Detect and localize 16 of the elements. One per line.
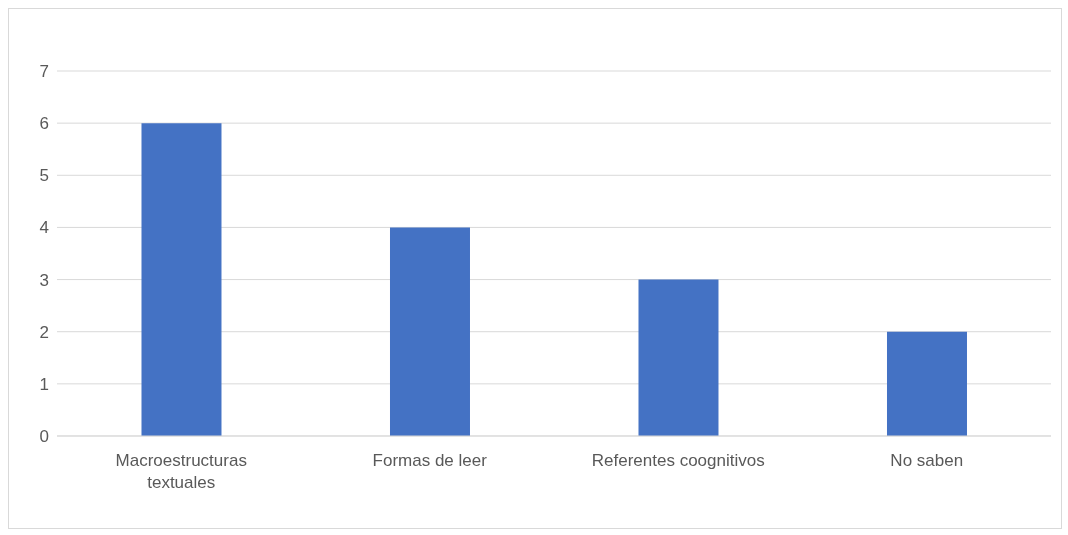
x-tick-label: Formas de leer — [372, 451, 488, 470]
bar — [141, 123, 222, 436]
y-tick-label: 7 — [39, 62, 49, 82]
bar — [638, 279, 719, 436]
y-tick-label: 4 — [39, 218, 49, 238]
x-tick-label: No saben — [890, 451, 964, 470]
y-tick-label: 1 — [39, 374, 49, 394]
x-tick-label: Macroestructuras textuales — [115, 451, 247, 492]
bar — [389, 227, 470, 436]
y-tick-label: 2 — [39, 322, 49, 342]
y-tick-label: 3 — [39, 270, 49, 290]
y-tick-label: 0 — [39, 427, 49, 447]
y-tick-label: 5 — [39, 166, 49, 186]
bar — [886, 331, 967, 436]
y-tick-label: 6 — [39, 114, 49, 134]
x-tick-label: Referentes coognitivos — [591, 451, 765, 470]
